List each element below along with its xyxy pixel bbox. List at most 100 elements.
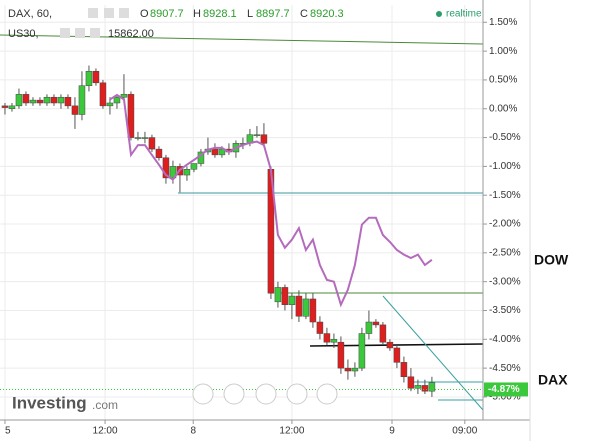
candle-body: [1, 105, 9, 108]
candle-body: [99, 82, 107, 107]
candle-body: [309, 298, 317, 323]
candle-body: [288, 295, 296, 305]
compare-line: [109, 93, 433, 308]
annotation: DOW: [534, 252, 569, 268]
candle-body: [351, 367, 359, 372]
y-tick-label: 0.00%: [489, 103, 517, 114]
candle-body: [106, 102, 114, 107]
button[interactable]: [192, 383, 214, 405]
candle-body: [407, 376, 415, 389]
logo-suffix: .com: [92, 398, 118, 412]
icon[interactable]: [90, 28, 100, 38]
candle-body: [372, 321, 380, 326]
candle-body: [127, 94, 135, 138]
candle-body: [22, 94, 30, 104]
candle-body: [295, 295, 303, 317]
candle-body: [155, 148, 163, 158]
trend-line: [382, 295, 484, 411]
candle-body: [344, 367, 352, 372]
candle-body: [260, 134, 268, 144]
current-label: -4.87%: [488, 384, 520, 395]
candle-body: [302, 298, 310, 317]
x-tick-label: 12:00: [279, 426, 304, 437]
icon[interactable]: [75, 28, 85, 38]
chart-title: DAX, 60,: [8, 8, 52, 20]
icon[interactable]: [88, 8, 98, 18]
candle-body: [78, 85, 86, 115]
candle-body: [400, 362, 408, 378]
candle-body: [134, 137, 142, 139]
compare-name: US30,: [8, 28, 39, 40]
candle-body: [183, 169, 191, 176]
x-tick-label: 9: [389, 426, 395, 437]
icon[interactable]: [104, 8, 114, 18]
grid: [0, 5, 483, 420]
candle-body: [281, 287, 289, 305]
ohlc-value: 8897.7: [256, 8, 290, 20]
x-tick-label: 8: [190, 426, 196, 437]
candle-body: [64, 96, 72, 107]
candle-body: [358, 333, 366, 369]
y-tick-label: -2.50%: [489, 247, 521, 258]
y-tick-label: -4.00%: [489, 334, 521, 345]
y-tick-label: 1.50%: [489, 17, 517, 28]
y-tick-label: 0.50%: [489, 75, 517, 86]
candle-body: [428, 382, 436, 392]
candle-body: [421, 385, 429, 392]
candle-body: [8, 105, 16, 110]
current-badge: [484, 382, 528, 397]
y-tick-label: -1.50%: [489, 190, 521, 201]
compare-last: 15862.00: [108, 28, 154, 40]
candle-body: [71, 105, 79, 115]
candle-body: [211, 148, 219, 156]
candle-body: [218, 148, 226, 156]
candle-body: [36, 99, 44, 104]
candle-body: [92, 71, 100, 84]
candle-body: [365, 321, 373, 334]
candle-body: [57, 96, 65, 104]
y-tick-label: -2.00%: [489, 219, 521, 230]
candle-body: [29, 99, 37, 104]
candle-body: [85, 71, 93, 86]
x-tick-label: 12:00: [93, 426, 118, 437]
candle-body: [323, 333, 331, 343]
y-tick-label: -5.00%: [489, 392, 521, 403]
candle-body: [190, 163, 198, 170]
ohlc-value: 8907.7: [150, 8, 184, 20]
candle-body: [113, 96, 121, 104]
y-tick-label: 1.00%: [489, 46, 517, 57]
logo: Investing: [12, 393, 87, 412]
icon[interactable]: [60, 28, 70, 38]
candle-body: [120, 94, 128, 98]
candle-body: [386, 341, 394, 349]
status-dot: [436, 11, 442, 17]
candle-body: [330, 339, 338, 343]
x-tick-label: 5: [5, 426, 11, 437]
ohlc-key: C: [300, 8, 308, 20]
ohlc-key: O: [140, 8, 149, 20]
candle-body: [50, 96, 58, 104]
candle-body: [316, 321, 324, 334]
icon[interactable]: [119, 8, 129, 18]
ohlc-value: 8920.3: [310, 8, 344, 20]
candle-body: [162, 157, 170, 179]
marks: [0, 65, 483, 397]
candle-body: [337, 341, 345, 369]
y-tick-label: -3.50%: [489, 305, 521, 316]
y-tick-label: -0.50%: [489, 132, 521, 143]
candle-body: [274, 287, 282, 303]
y-tick-label: -3.00%: [489, 276, 521, 287]
button[interactable]: [316, 383, 338, 405]
button[interactable]: [255, 383, 277, 405]
ohlc-key: H: [193, 8, 201, 20]
annotation: DAX: [538, 372, 568, 388]
button[interactable]: [286, 383, 308, 405]
ohlc-value: 8928.1: [203, 8, 237, 20]
candle-body: [253, 134, 261, 136]
candle-body: [393, 347, 401, 363]
candle-body: [379, 324, 387, 343]
button[interactable]: [223, 383, 245, 405]
candle-body: [15, 94, 23, 107]
